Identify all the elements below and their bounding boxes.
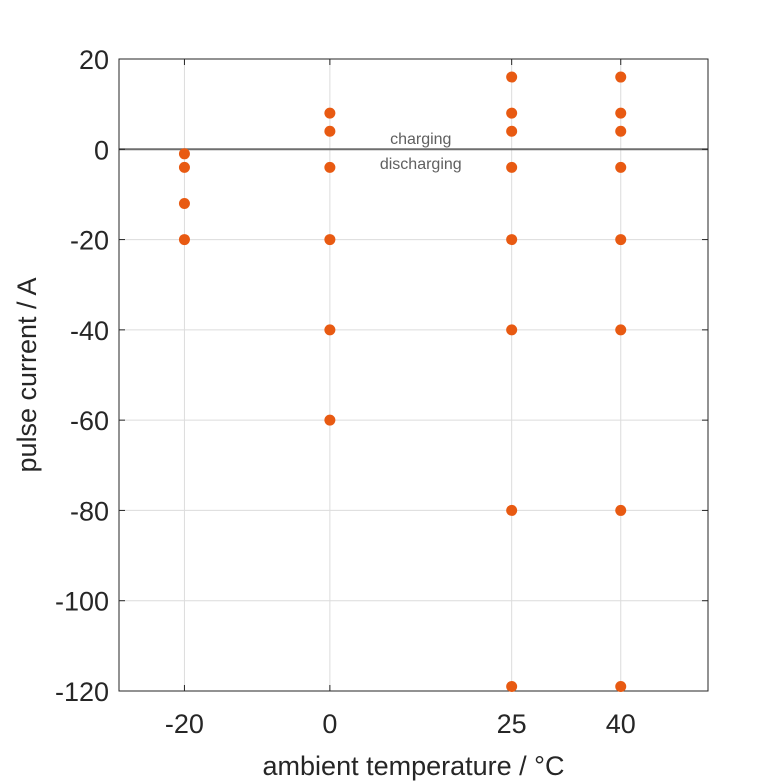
y-tick-label: -100	[55, 587, 109, 617]
data-point	[324, 324, 336, 336]
data-point	[615, 324, 627, 336]
data-point	[506, 234, 518, 246]
y-tick-label: 20	[79, 45, 109, 75]
x-tick-label: 40	[606, 709, 636, 739]
plot-background	[119, 59, 708, 691]
data-point	[178, 234, 190, 246]
data-point	[506, 324, 518, 336]
data-point	[324, 234, 336, 246]
data-point	[615, 161, 627, 173]
y-tick-label: -80	[70, 496, 109, 526]
data-points	[178, 71, 627, 692]
y-tick-label: -120	[55, 677, 109, 707]
data-point	[178, 197, 190, 209]
annotation-label: discharging	[380, 156, 462, 173]
data-point	[178, 148, 190, 160]
data-point	[506, 161, 518, 173]
data-point	[615, 125, 627, 137]
x-tick-label: 25	[497, 709, 527, 739]
data-point	[324, 125, 336, 137]
data-point	[324, 414, 336, 426]
data-point	[615, 71, 627, 83]
data-point	[506, 125, 518, 137]
data-point	[324, 107, 336, 119]
data-point	[615, 234, 627, 246]
y-axis-title: pulse current / A	[12, 277, 42, 472]
x-axis-title: ambient temperature / °C	[263, 751, 565, 781]
y-tick-label: -40	[70, 316, 109, 346]
ticks: -20 0 25 40 20 0 -20 -40 -60 -80 -100 -120	[55, 45, 708, 739]
data-point	[506, 504, 518, 516]
x-tick-label: 0	[322, 709, 337, 739]
y-tick-label: -60	[70, 406, 109, 436]
data-point	[506, 107, 518, 119]
annotations: charging discharging	[380, 131, 462, 173]
y-tick-label: -20	[70, 226, 109, 256]
data-point	[324, 161, 336, 173]
data-point	[615, 680, 627, 692]
plot-frame	[118, 58, 709, 692]
data-point	[506, 71, 518, 83]
x-tick-label: -20	[165, 709, 204, 739]
data-point	[615, 504, 627, 516]
annotation-label: charging	[390, 131, 451, 148]
data-point	[506, 680, 518, 692]
data-point	[178, 161, 190, 173]
data-point	[615, 107, 627, 119]
y-tick-label: 0	[94, 135, 109, 165]
